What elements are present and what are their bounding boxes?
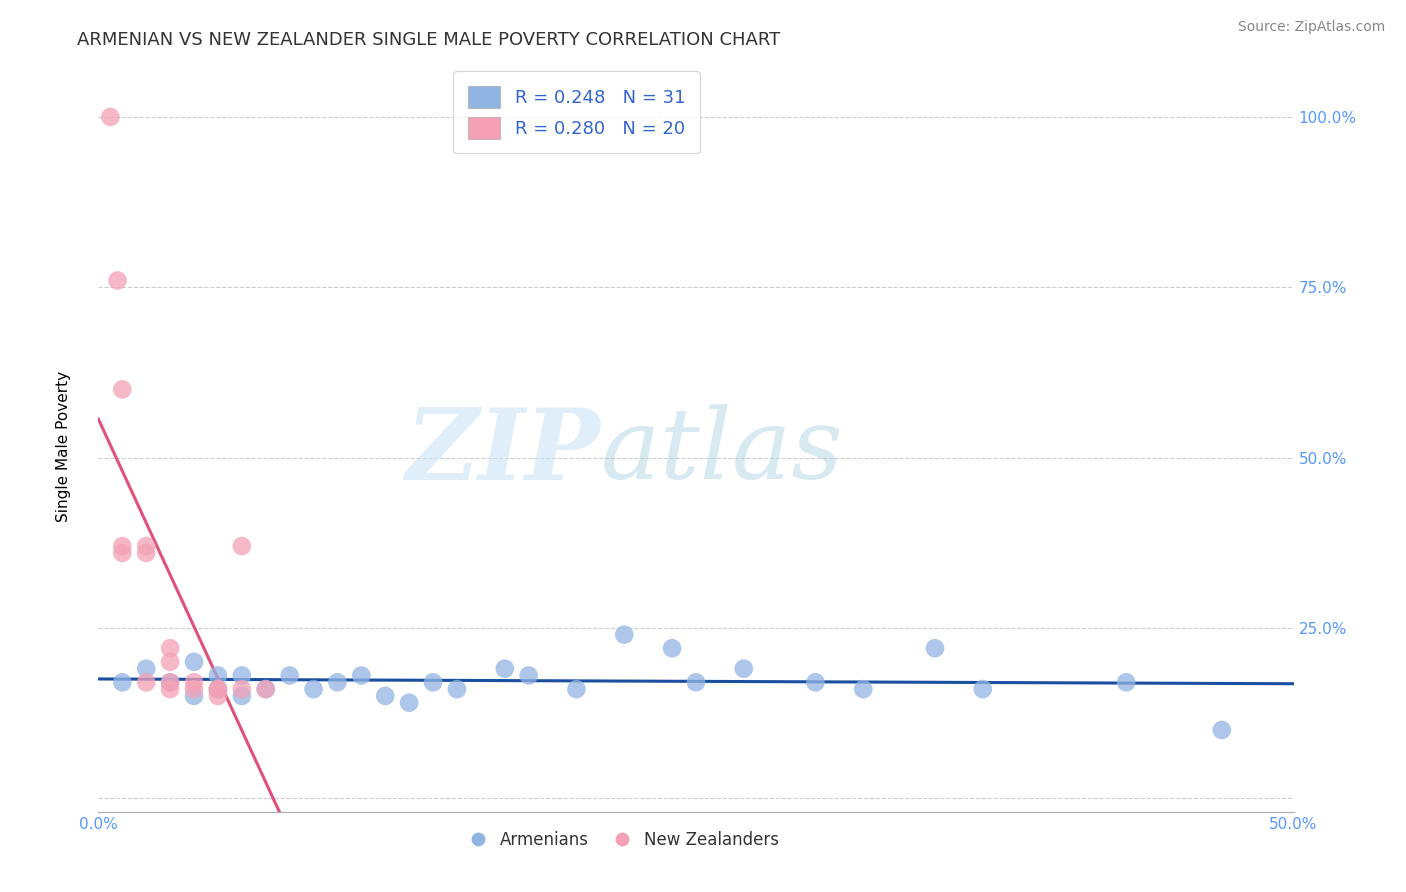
Text: Source: ZipAtlas.com: Source: ZipAtlas.com xyxy=(1237,20,1385,34)
Point xyxy=(135,675,157,690)
Text: Single Male Poverty: Single Male Poverty xyxy=(56,370,70,522)
Point xyxy=(159,675,181,690)
Point xyxy=(183,655,205,669)
Point xyxy=(231,682,253,697)
Point xyxy=(231,539,253,553)
Point xyxy=(661,641,683,656)
Point xyxy=(231,668,253,682)
Point xyxy=(446,682,468,697)
Point xyxy=(326,675,349,690)
Text: ZIP: ZIP xyxy=(405,404,600,500)
Point xyxy=(183,682,205,697)
Text: ARMENIAN VS NEW ZEALANDER SINGLE MALE POVERTY CORRELATION CHART: ARMENIAN VS NEW ZEALANDER SINGLE MALE PO… xyxy=(77,31,780,49)
Point xyxy=(1115,675,1137,690)
Point xyxy=(135,539,157,553)
Point xyxy=(374,689,396,703)
Point xyxy=(517,668,540,682)
Point xyxy=(207,682,229,697)
Point xyxy=(111,546,134,560)
Point xyxy=(207,689,229,703)
Point xyxy=(804,675,827,690)
Point xyxy=(107,273,129,287)
Point xyxy=(159,675,181,690)
Point xyxy=(278,668,301,682)
Point xyxy=(254,682,277,697)
Point xyxy=(207,668,229,682)
Point xyxy=(159,641,181,656)
Point xyxy=(350,668,373,682)
Point xyxy=(159,655,181,669)
Point xyxy=(494,662,516,676)
Point xyxy=(159,682,181,697)
Point xyxy=(207,682,229,697)
Point xyxy=(685,675,707,690)
Point xyxy=(733,662,755,676)
Point xyxy=(111,383,134,397)
Point xyxy=(924,641,946,656)
Point xyxy=(111,675,134,690)
Point xyxy=(972,682,994,697)
Point xyxy=(565,682,588,697)
Point xyxy=(231,689,253,703)
Point xyxy=(183,689,205,703)
Point xyxy=(1211,723,1233,737)
Legend: Armenians, New Zealanders: Armenians, New Zealanders xyxy=(463,824,786,855)
Point xyxy=(207,682,229,697)
Point xyxy=(254,682,277,697)
Point xyxy=(302,682,325,697)
Point xyxy=(98,110,122,124)
Point xyxy=(852,682,875,697)
Point xyxy=(135,546,157,560)
Point xyxy=(135,662,157,676)
Point xyxy=(613,627,636,641)
Point xyxy=(183,675,205,690)
Point xyxy=(398,696,420,710)
Text: atlas: atlas xyxy=(600,404,844,500)
Point xyxy=(422,675,444,690)
Point xyxy=(111,539,134,553)
